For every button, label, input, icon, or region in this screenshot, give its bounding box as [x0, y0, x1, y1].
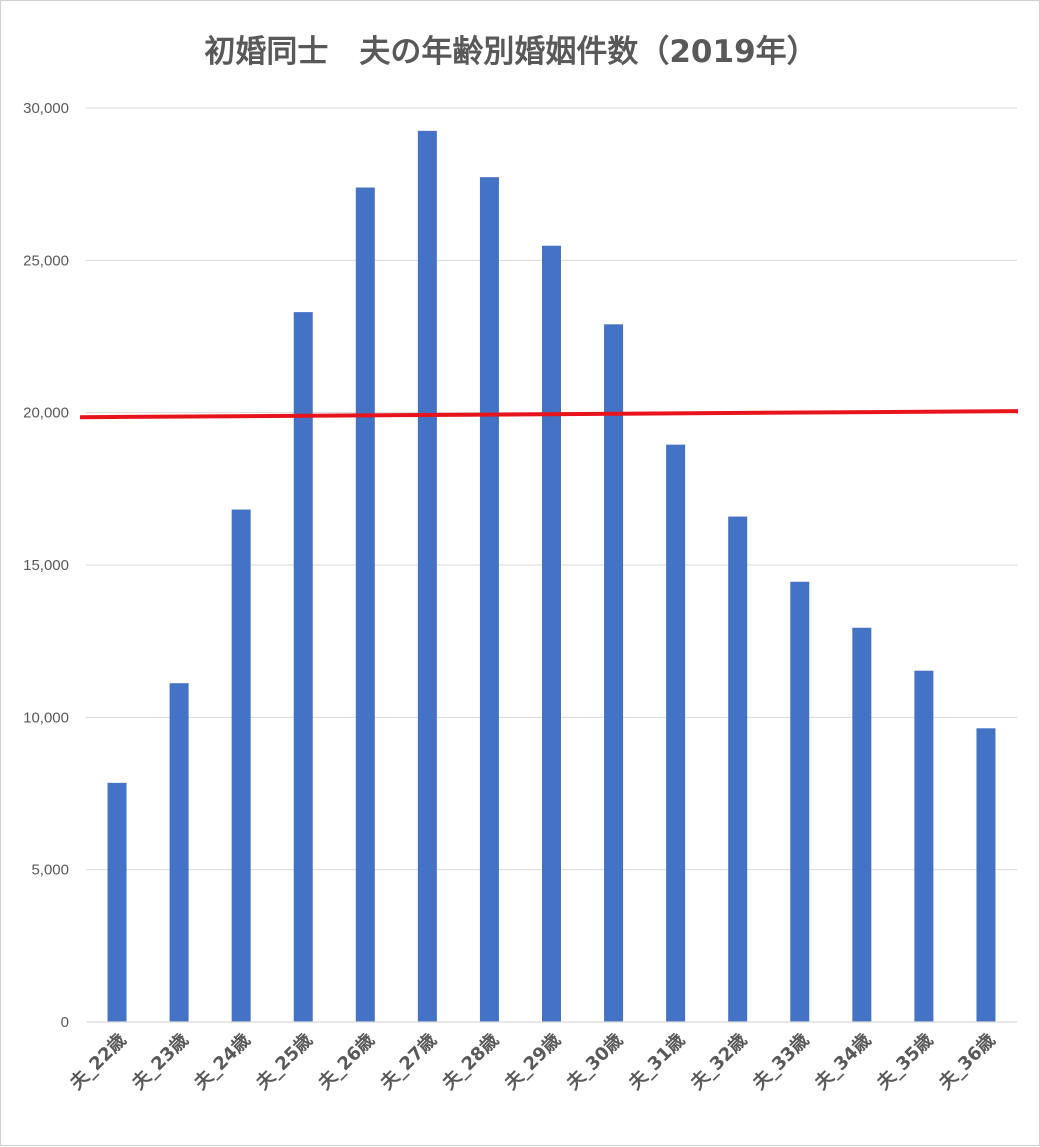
bar: [604, 324, 624, 1022]
bar: [355, 187, 375, 1022]
x-tick-label: 夫_36歳: [934, 1029, 999, 1094]
chart-title: 初婚同士 夫の年齢別婚姻件数（2019年）: [204, 34, 817, 70]
bar: [852, 627, 872, 1022]
reference-line-group: [79, 409, 1019, 420]
x-tick-label: 夫_33歳: [748, 1029, 813, 1094]
x-tick-label: 夫_23歳: [128, 1029, 193, 1094]
x-tick-label: 夫_34歳: [810, 1029, 875, 1094]
x-tick-label: 夫_30歳: [562, 1029, 627, 1094]
bar: [231, 509, 251, 1022]
x-tick-label: 夫_32歳: [686, 1029, 751, 1094]
bar: [107, 782, 127, 1022]
bar: [666, 444, 686, 1022]
x-tick-label: 夫_22歳: [65, 1029, 130, 1094]
bar: [914, 670, 934, 1022]
y-tick-label: 10,000: [23, 709, 69, 726]
y-tick-label: 0: [61, 1014, 69, 1031]
x-tick-label: 夫_28歳: [438, 1029, 503, 1094]
x-tick-label: 夫_35歳: [872, 1029, 937, 1094]
x-tick-label: 夫_29歳: [500, 1029, 565, 1094]
y-tick-label: 25,000: [23, 252, 69, 269]
y-axis-tick-labels: 0 5,000 10,000 15,000 20,000 25,000 30,000: [23, 100, 69, 1031]
bars: [107, 130, 996, 1023]
bar: [790, 581, 810, 1022]
bar: [479, 177, 499, 1023]
x-tick-label: 夫_26歳: [314, 1029, 379, 1094]
x-axis-tick-labels: 夫_22歳夫_23歳夫_24歳夫_25歳夫_26歳夫_27歳夫_28歳夫_29歳…: [65, 1029, 999, 1094]
reference-line: [79, 409, 1019, 420]
bar: [293, 312, 313, 1022]
x-tick-label: 夫_31歳: [624, 1029, 689, 1094]
y-tick-label: 30,000: [23, 100, 69, 117]
x-tick-label: 夫_24歳: [190, 1029, 255, 1094]
bar: [169, 683, 189, 1022]
bar: [417, 130, 437, 1023]
y-tick-label: 20,000: [23, 405, 69, 422]
y-tick-label: 15,000: [23, 557, 69, 574]
x-tick-label: 夫_25歳: [252, 1029, 317, 1094]
bar: [728, 516, 748, 1022]
bar: [542, 245, 561, 1022]
y-tick-label: 5,000: [31, 862, 69, 879]
x-tick-label: 夫_27歳: [376, 1029, 441, 1094]
bar: [976, 728, 996, 1022]
